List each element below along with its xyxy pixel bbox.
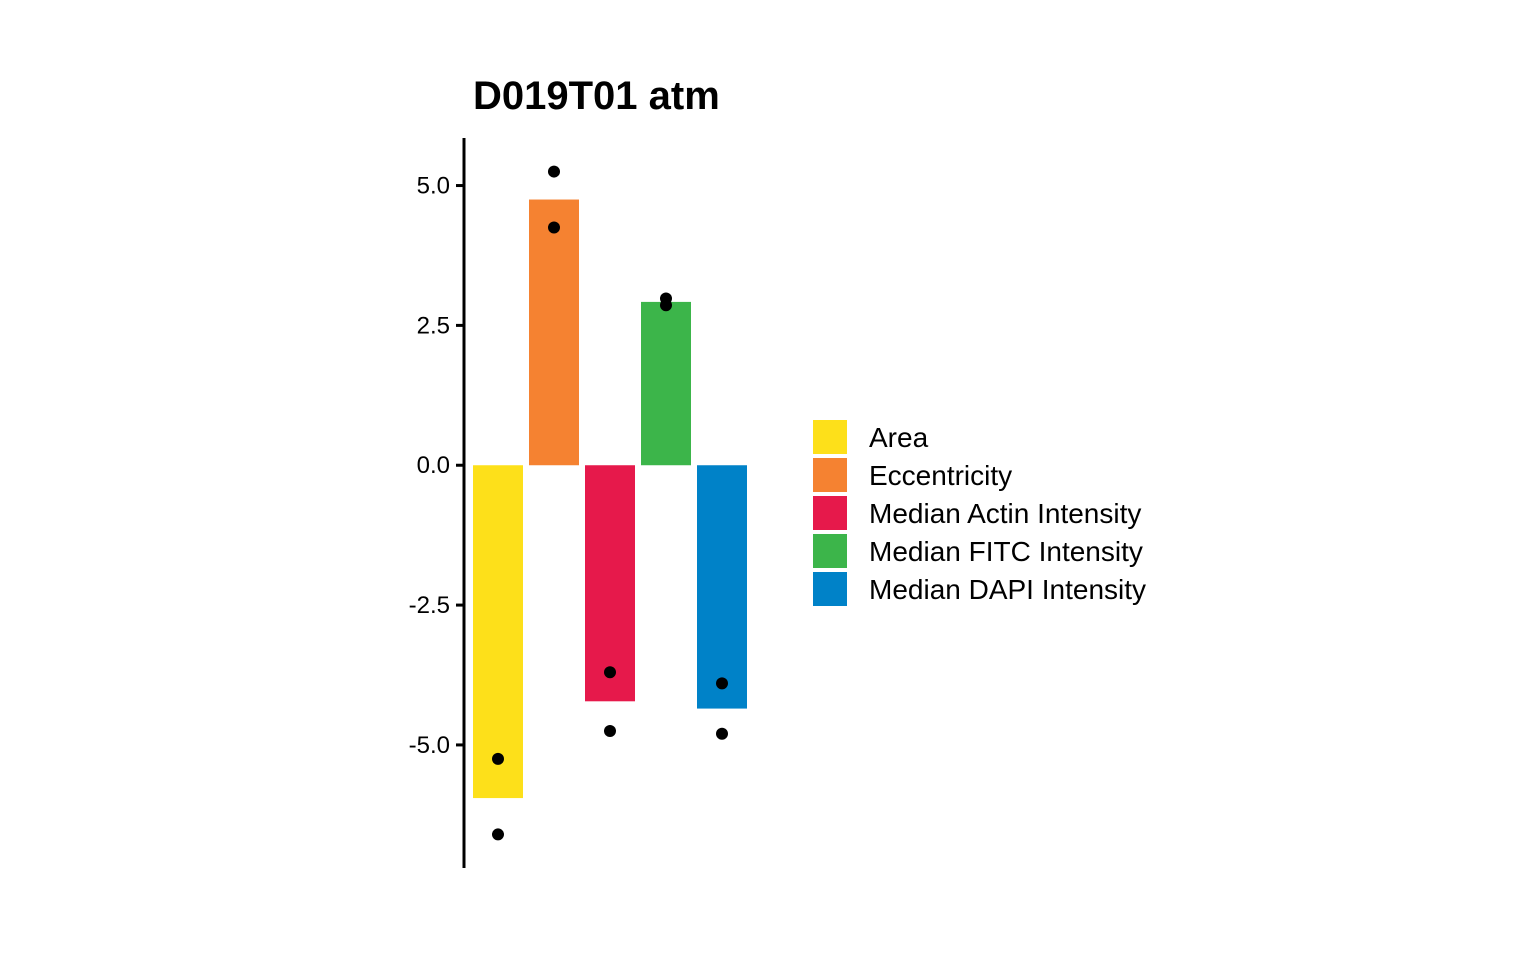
data-point	[548, 221, 560, 234]
data-point	[716, 727, 728, 740]
points-group	[492, 165, 728, 841]
data-point	[604, 666, 616, 679]
legend-key	[813, 572, 847, 606]
legend: Area Eccentricity Median Actin Intensity Me…	[813, 420, 1146, 606]
bar-median-fitc-intensity	[641, 301, 691, 466]
data-point	[716, 677, 728, 690]
bar-median-actin-intensity	[585, 465, 635, 702]
data-point	[492, 828, 504, 841]
y-tick-label: 0.0	[417, 452, 450, 479]
data-point	[604, 724, 616, 737]
legend-label: Median DAPI Intensity	[869, 574, 1146, 605]
legend-key	[813, 458, 847, 492]
legend-label: Area	[869, 422, 929, 453]
legend-key	[813, 534, 847, 568]
legend-key	[813, 420, 847, 454]
data-point	[660, 299, 672, 312]
y-tick-label: -2.5	[409, 592, 450, 619]
y-tick-label: 2.5	[417, 312, 450, 339]
legend-label: Median FITC Intensity	[869, 536, 1143, 567]
bars-group	[473, 199, 747, 799]
data-point	[548, 165, 560, 178]
legend-label: Eccentricity	[869, 460, 1012, 491]
bar-eccentricity	[529, 199, 579, 466]
chart-title: D019T01 atm	[473, 74, 720, 118]
y-tick-label: -5.0	[409, 732, 450, 759]
legend-label: Median Actin Intensity	[869, 498, 1141, 529]
bar-median-dapi-intensity	[697, 465, 747, 709]
legend-key	[813, 496, 847, 530]
data-point	[492, 752, 504, 765]
y-tick-label: 5.0	[417, 173, 450, 200]
bar-area	[473, 465, 523, 799]
y-axis-ticks: 5.0 2.5 0.0 -2.5 -5.0	[409, 173, 464, 759]
